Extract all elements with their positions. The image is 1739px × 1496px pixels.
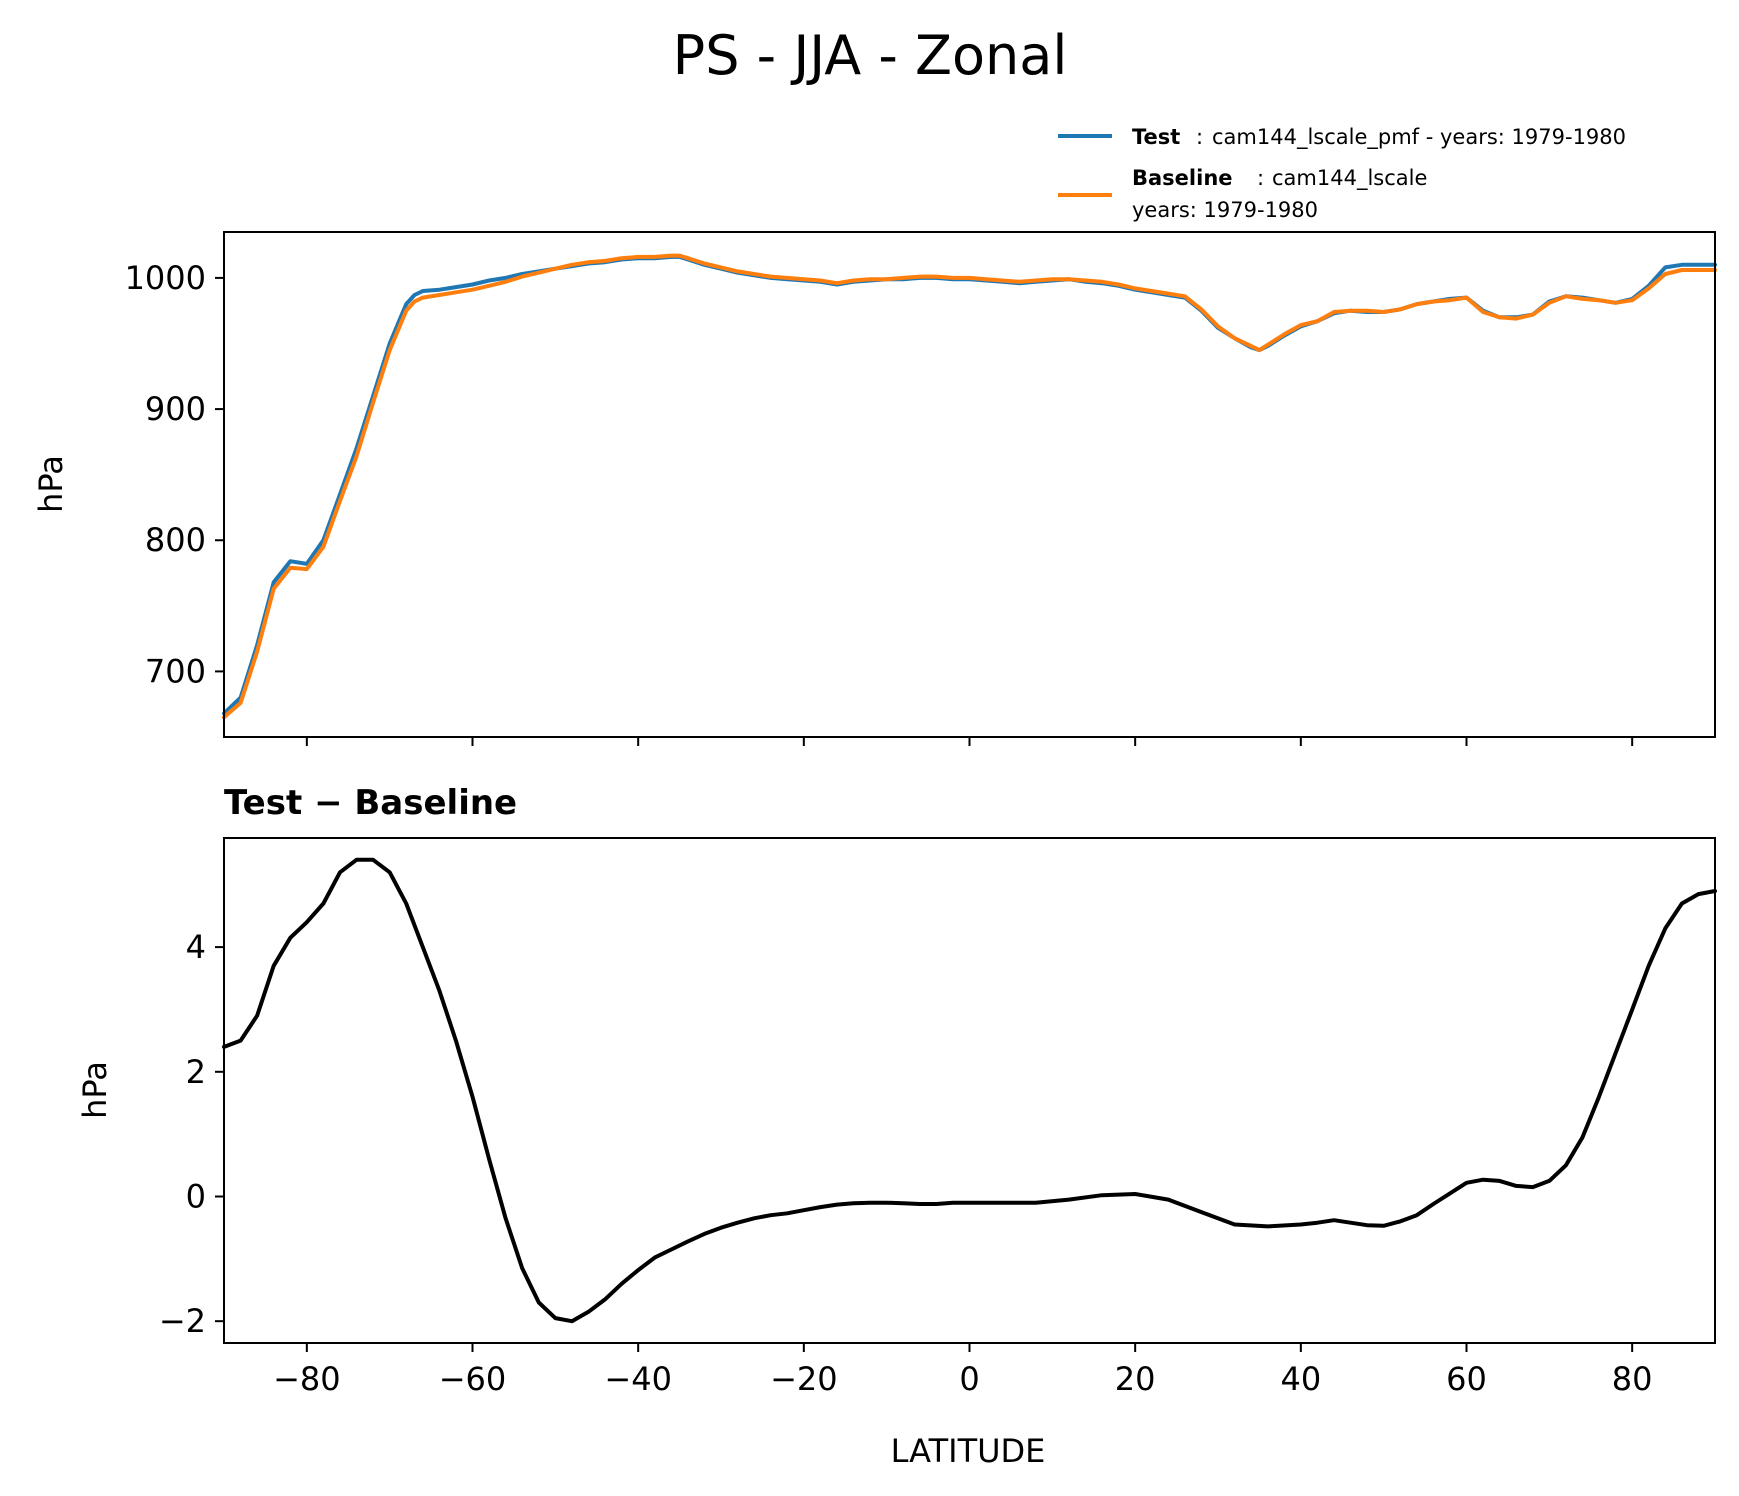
bottom-xticks: −80 −60 −40 −20 0 20 40 60 80 [273,1343,1653,1398]
legend-desc-baseline: cam144_lscale [1272,166,1427,191]
top-ytick-label: 800 [145,521,206,559]
legend-name-test: Test [1132,125,1180,149]
legend-desc-test: cam144_lscale_pmf - years: 1979-1980 [1212,125,1626,150]
x-axis-label: LATITUDE [891,1432,1046,1470]
top-panel: 700 800 900 1000 hPa [32,231,1717,746]
legend-sep-baseline: : [1257,166,1264,190]
top-ytick-label: 900 [145,390,206,428]
bottom-y-axis-label: hPa [76,1061,114,1119]
bottom-ytick-label: 4 [186,928,206,966]
xtick-label: 20 [1115,1360,1156,1398]
xtick-label: −40 [604,1360,672,1398]
top-ytick-label: 700 [145,652,206,690]
xtick-label: −60 [439,1360,507,1398]
top-yticks: 700 800 900 1000 [125,259,224,690]
bottom-plot-frame [223,837,1716,1344]
bottom-yticks: −2 0 2 4 [159,928,224,1340]
xtick-label: −20 [770,1360,838,1398]
bottom-ytick-label: 2 [186,1053,206,1091]
xtick-label: 60 [1446,1360,1487,1398]
xtick-label: 40 [1280,1360,1321,1398]
top-y-axis-label: hPa [32,455,70,513]
chart-title: PS - JJA - Zonal [673,24,1068,87]
top-series-line-baseline [222,253,1717,720]
legend: Test : cam144_lscale_pmf - years: 1979-1… [1058,125,1626,222]
bottom-panel-title: Test − Baseline [224,783,517,823]
legend-name-baseline: Baseline [1132,166,1233,190]
top-ytick-label: 1000 [125,259,206,297]
xtick-label: 80 [1612,1360,1653,1398]
top-series-group [222,253,1717,720]
legend-desc2-baseline: years: 1979-1980 [1132,198,1318,222]
top-xticks [305,737,1634,746]
legend-sep-test: : [1196,125,1203,149]
xtick-label: 0 [959,1360,979,1398]
bottom-ytick-label: 0 [186,1177,206,1215]
bottom-series-group [222,857,1717,1324]
bottom-series-line-test-baseline [222,857,1717,1324]
top-plot-frame [223,231,1716,738]
bottom-ytick-label: −2 [159,1302,206,1340]
xtick-label: −80 [273,1360,341,1398]
